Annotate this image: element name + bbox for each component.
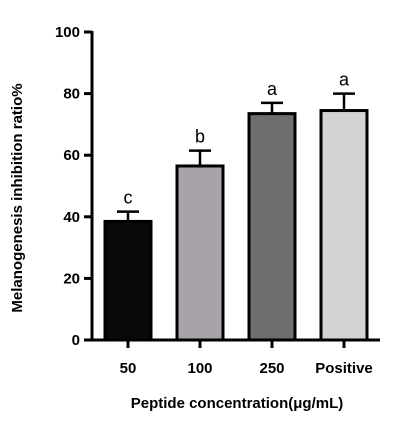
significance-letters: c b a a	[124, 70, 350, 208]
x-tick-label: 100	[187, 360, 212, 377]
y-axis-title: Melanogenesis inhibition ratio%	[9, 83, 26, 312]
bar-250	[247, 112, 297, 342]
bar-100	[175, 164, 225, 342]
x-axis-ticks: 50 100 250 Positive	[120, 340, 373, 377]
y-tick-label: 20	[63, 270, 80, 287]
significance-letter: a	[267, 79, 278, 99]
error-bars	[117, 92, 355, 222]
bars	[103, 109, 369, 342]
y-tick-label: 100	[55, 24, 80, 41]
y-tick-label: 0	[72, 332, 80, 349]
y-axis-ticks: 0 20 40 60 80 100	[55, 24, 92, 349]
x-tick-label: 50	[120, 360, 137, 377]
y-tick-label: 60	[63, 147, 80, 164]
y-tick-label: 80	[63, 86, 80, 103]
y-tick-label: 40	[63, 209, 80, 226]
significance-letter: b	[195, 127, 205, 147]
x-tick-label: Positive	[315, 360, 373, 377]
x-tick-label: 250	[259, 360, 284, 377]
significance-letter: a	[339, 70, 350, 90]
significance-letter: c	[124, 188, 133, 208]
bar-50	[103, 219, 153, 342]
x-axis-title: Peptide concentration(μg/mL)	[131, 395, 344, 412]
bar-positive	[319, 109, 369, 342]
